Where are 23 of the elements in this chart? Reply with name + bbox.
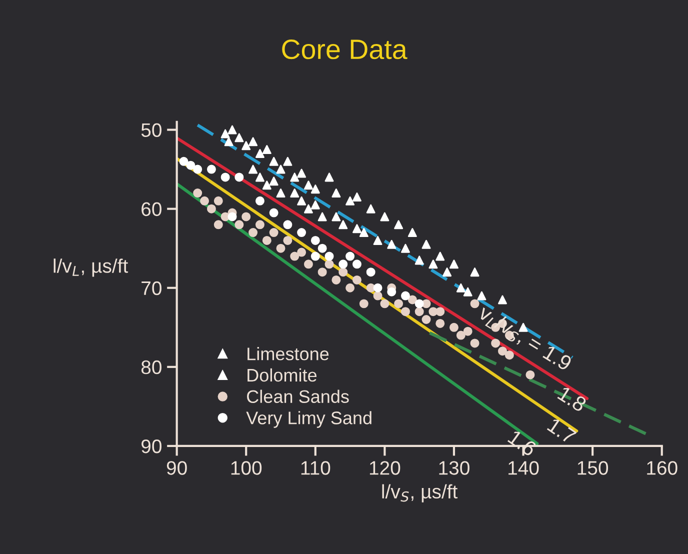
legend-label: Clean Sands (247, 390, 349, 403)
y-axis-title: l/v$_{L}$, µs/ft (54, 258, 128, 277)
x-tick-label: 140 (508, 461, 539, 475)
text: v$_{L}$/v$_{S}$, = 1.9 (476, 304, 573, 374)
legend-label: Limestone (248, 347, 329, 360)
legend-label: Dolomite (248, 368, 317, 382)
y-tick-label: 70 (142, 281, 162, 296)
x-tick-label: 130 (439, 461, 470, 475)
legend-label: Very Limy Sand (246, 411, 372, 428)
x-tick-label: 150 (578, 461, 608, 475)
text: 1.8 (557, 386, 588, 412)
y-tick-label: 90 (142, 439, 162, 454)
x-tick-label: 120 (370, 461, 400, 475)
y-tick-label: 60 (142, 202, 162, 216)
x-tick-label: 90 (166, 461, 187, 475)
y-tick-label: 50 (141, 123, 162, 138)
x-tick-label: 160 (647, 461, 678, 475)
x-axis-title: l/v$_{S}$, µs/ft (382, 484, 458, 502)
x-tick-label: 100 (231, 461, 262, 475)
chart-title: Core Data (282, 40, 408, 60)
x-tick-label: 110 (301, 461, 330, 475)
text: 1.7 (546, 418, 577, 444)
y-tick-label: 80 (141, 360, 162, 374)
